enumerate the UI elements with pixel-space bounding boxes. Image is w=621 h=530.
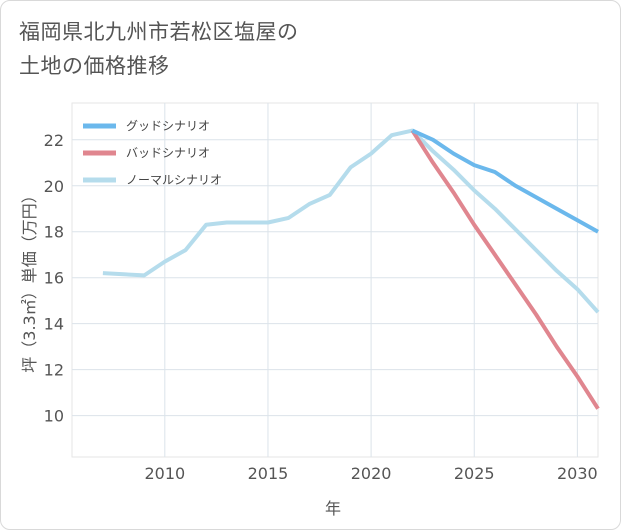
y-axis-label: 坪（3.3㎡）単価（万円） [20, 187, 39, 372]
chart-title-line-1: 福岡県北九州市若松区塩屋の [19, 20, 299, 44]
chart-title-line-2: 土地の価格推移 [19, 54, 170, 78]
legend-label: バッドシナリオ [126, 146, 210, 160]
legend-item-normal[interactable]: ノーマルシナリオ [83, 173, 222, 187]
y-tick-label: 20 [44, 177, 64, 196]
x-tick-label: 2025 [454, 464, 495, 483]
x-tick-label: 2010 [144, 464, 185, 483]
x-tick-label: 2020 [351, 464, 392, 483]
legend-item-good[interactable]: グッドシナリオ [83, 119, 210, 133]
series-line-normal [102, 128, 600, 314]
y-tick-label: 14 [44, 315, 64, 334]
y-tick-label: 10 [44, 407, 64, 426]
y-tick-label: 12 [44, 361, 64, 380]
series-group [102, 128, 600, 410]
x-axis-label: 年 [325, 499, 341, 518]
grid [72, 103, 598, 457]
x-tick-label: 2030 [557, 464, 598, 483]
ticks: 2010 2015 2020 2025 2030 10 12 14 16 18 20 22 [44, 131, 598, 483]
legend-item-bad[interactable]: バッドシナリオ [83, 146, 210, 160]
y-tick-label: 18 [44, 223, 64, 242]
series-line-bad [410, 129, 600, 410]
x-tick-label: 2015 [248, 464, 289, 483]
y-tick-label: 16 [44, 269, 64, 288]
legend-label: ノーマルシナリオ [126, 173, 222, 187]
series-line-good [411, 128, 599, 234]
legend-label: グッドシナリオ [126, 119, 210, 133]
chart-title: 福岡県北九州市若松区塩屋の 土地の価格推移 [19, 15, 439, 83]
y-tick-label: 22 [44, 131, 64, 150]
